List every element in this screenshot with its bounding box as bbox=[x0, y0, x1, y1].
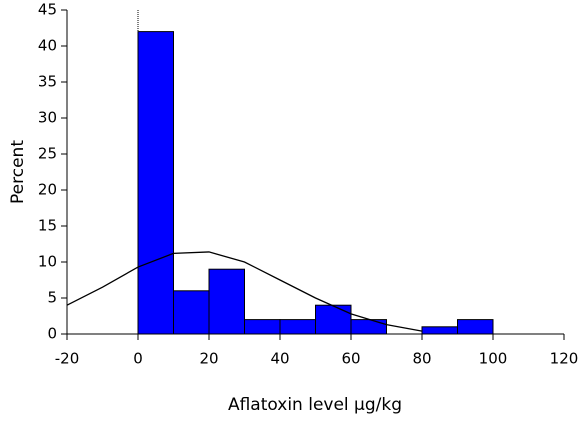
x-tick-label: 120 bbox=[550, 350, 579, 368]
density-curve bbox=[66, 251, 423, 332]
y-tick-label: 45 bbox=[38, 1, 57, 19]
bar bbox=[457, 319, 494, 335]
y-tick-label: 35 bbox=[38, 73, 57, 91]
y-axis-label: Percent bbox=[8, 140, 28, 204]
bar bbox=[315, 304, 352, 335]
y-tick-label: 30 bbox=[38, 109, 57, 127]
bar bbox=[208, 268, 245, 335]
y-tick-label: 25 bbox=[38, 145, 57, 163]
x-tick-label: -20 bbox=[55, 350, 80, 368]
y-tick-label: 5 bbox=[47, 289, 57, 307]
x-tick-label: 60 bbox=[341, 350, 360, 368]
bar bbox=[137, 31, 174, 335]
x-tick-label: 100 bbox=[479, 350, 508, 368]
bar bbox=[279, 319, 316, 335]
y-tick-label: 15 bbox=[38, 217, 57, 235]
y-tick-label: 10 bbox=[38, 253, 57, 271]
y-tick-label: 0 bbox=[47, 325, 57, 343]
bar bbox=[244, 319, 281, 335]
y-tick-label: 40 bbox=[38, 37, 57, 55]
bar bbox=[173, 290, 210, 335]
x-tick-label: 80 bbox=[412, 350, 431, 368]
x-tick-label: 20 bbox=[199, 350, 218, 368]
x-tick-label: 40 bbox=[270, 350, 289, 368]
x-axis-label: Aflatoxin level µg/kg bbox=[228, 395, 402, 415]
y-tick-label: 20 bbox=[38, 181, 57, 199]
x-tick-label: 0 bbox=[133, 350, 143, 368]
bar bbox=[350, 319, 387, 335]
bar bbox=[421, 326, 458, 335]
